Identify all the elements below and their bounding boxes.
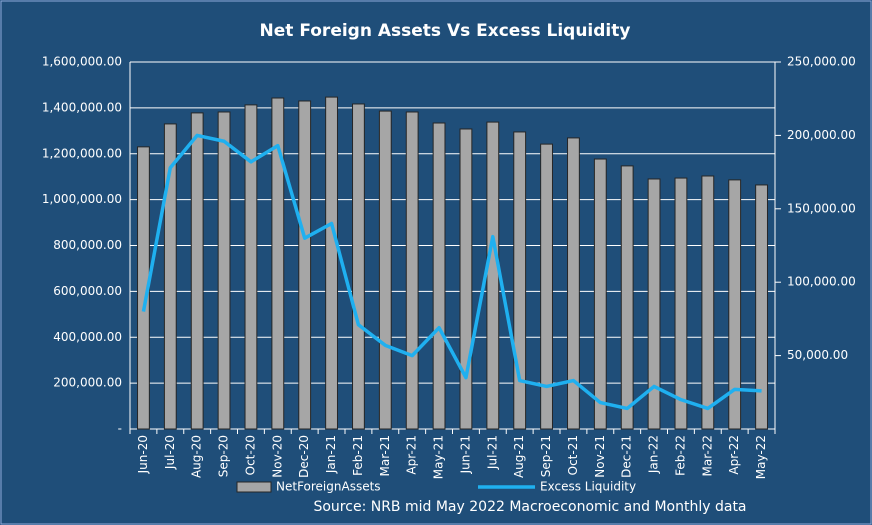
y2-tick-label: 200,000.00 [787, 128, 856, 142]
x-tick-label: Sep-21 [539, 435, 553, 477]
bar [728, 179, 742, 430]
x-tick-label: Jun-20 [136, 435, 150, 474]
y-tick-label: 1,000,000.00 [42, 192, 122, 206]
bar [513, 131, 527, 430]
x-tick-label: Sep-20 [217, 435, 231, 477]
chart-title: Net Foreign Assets Vs Excess Liquidity [260, 21, 631, 41]
x-tick-label: Jul-20 [163, 435, 177, 470]
x-tick-label: Feb-22 [673, 435, 687, 476]
bar [163, 123, 177, 430]
x-tick-label: Aug-21 [512, 435, 526, 478]
y-tick-label: 1,400,000.00 [42, 100, 122, 114]
x-tick-label: Dec-20 [297, 435, 311, 478]
x-tick-label: Jun-21 [458, 435, 472, 474]
bar [325, 96, 338, 430]
x-tick-label: Feb-21 [351, 435, 365, 476]
source: Source: NRB mid May 2022 Macroeconomic a… [313, 499, 746, 515]
bar [647, 178, 661, 430]
x-tick-label: Oct-21 [566, 435, 580, 475]
y-tick-label: - [118, 422, 122, 436]
y-tick-label: 800,000.00 [53, 238, 122, 252]
x-tick-label: Jan-21 [324, 435, 338, 474]
bar [378, 110, 392, 430]
bar [701, 175, 715, 430]
y-tick-label: 200,000.00 [53, 376, 122, 390]
bar [405, 111, 419, 430]
x-tick-label: Jul-21 [485, 435, 499, 470]
bar [593, 158, 607, 430]
line [141, 133, 762, 411]
x-tick-label: Apr-22 [727, 435, 741, 475]
bar [352, 103, 365, 430]
y-tick-label: 600,000.00 [53, 284, 122, 298]
x-tick-label: Jan-22 [647, 435, 661, 474]
bar [567, 137, 580, 430]
x-tick-label: Nov-21 [593, 435, 607, 478]
bar [432, 122, 446, 430]
y-tick-label: 400,000.00 [53, 330, 122, 344]
x-tick-label: Apr-21 [405, 435, 419, 475]
bar [620, 165, 634, 430]
y-tick-label: 1,600,000.00 [42, 55, 122, 69]
x-tick-label: May-21 [432, 435, 446, 479]
bar [755, 184, 768, 430]
x-tick-label: Oct-20 [243, 435, 257, 475]
y2-tick-label: 250,000.00 [787, 55, 856, 69]
x-tick-label: May-22 [754, 435, 768, 479]
legend-label: NetForeignAssets [276, 480, 381, 494]
bar [459, 128, 473, 430]
bar [298, 100, 312, 430]
bar [244, 104, 258, 430]
y2-tick-label: 150,000.00 [787, 201, 856, 215]
bar [540, 143, 553, 430]
x-tick-label: Dec-21 [620, 435, 634, 478]
legend-swatch [236, 481, 272, 493]
x-tick-label: Mar-22 [700, 435, 714, 476]
bar [486, 121, 500, 430]
x-tick-label: Aug-20 [190, 435, 204, 478]
bar [271, 97, 285, 430]
y2-tick-label: 100,000.00 [787, 275, 856, 289]
y-tick-label: 1,200,000.00 [42, 146, 122, 160]
bar [190, 112, 204, 430]
y2-tick-label: 50,000.00 [787, 348, 848, 362]
legend-label: Excess Liquidity [540, 480, 636, 494]
bar [674, 177, 688, 430]
x-tick-label: Mar-21 [378, 435, 392, 476]
x-tick-label: Nov-20 [270, 435, 284, 478]
bar [217, 111, 231, 430]
